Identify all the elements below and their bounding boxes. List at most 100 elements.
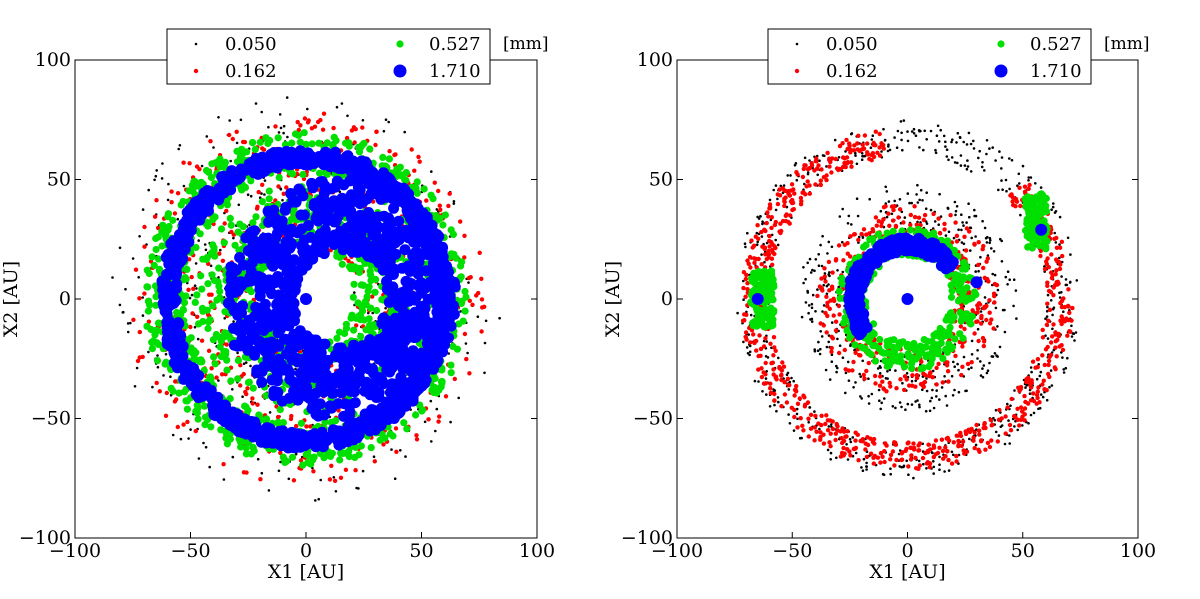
data-point bbox=[879, 366, 882, 369]
data-point bbox=[449, 420, 452, 424]
data-point bbox=[154, 319, 163, 327]
legend-label: 0.050 bbox=[225, 34, 277, 55]
data-point bbox=[977, 156, 980, 160]
data-point bbox=[373, 142, 378, 148]
scatter-points bbox=[736, 119, 1079, 480]
data-point bbox=[357, 143, 365, 151]
data-point bbox=[154, 255, 163, 263]
data-point bbox=[436, 419, 441, 424]
data-point bbox=[216, 287, 224, 295]
legend-marker bbox=[396, 40, 404, 48]
data-point bbox=[277, 364, 289, 376]
data-point bbox=[447, 191, 452, 196]
data-point bbox=[289, 413, 294, 419]
data-point bbox=[238, 145, 246, 153]
data-point bbox=[327, 477, 333, 482]
data-point bbox=[467, 281, 470, 284]
data-point bbox=[317, 497, 321, 501]
data-point bbox=[282, 124, 286, 128]
data-point bbox=[260, 192, 263, 195]
data-point bbox=[121, 311, 125, 314]
data-point bbox=[427, 250, 439, 262]
data-point bbox=[167, 296, 179, 308]
data-point bbox=[433, 385, 441, 393]
data-point bbox=[306, 118, 311, 123]
data-point bbox=[183, 265, 191, 273]
data-point bbox=[163, 359, 171, 367]
data-point bbox=[342, 324, 351, 332]
data-point bbox=[986, 254, 990, 257]
y-tick-label: 100 bbox=[35, 49, 71, 71]
data-point bbox=[251, 145, 259, 154]
data-point bbox=[792, 379, 795, 383]
data-point bbox=[960, 228, 963, 232]
data-point bbox=[281, 456, 289, 464]
data-point bbox=[945, 155, 949, 158]
data-point bbox=[229, 229, 234, 235]
data-point bbox=[1012, 304, 1015, 308]
data-point bbox=[448, 277, 460, 289]
data-point bbox=[838, 215, 842, 218]
data-point bbox=[981, 375, 985, 379]
data-point bbox=[191, 177, 199, 185]
data-point bbox=[373, 306, 381, 315]
data-point bbox=[459, 317, 467, 325]
data-point bbox=[275, 430, 287, 442]
data-point bbox=[118, 303, 122, 307]
data-point bbox=[340, 102, 344, 105]
data-point bbox=[431, 374, 439, 382]
data-point bbox=[828, 274, 831, 278]
data-point bbox=[209, 241, 217, 249]
data-point bbox=[974, 235, 977, 238]
data-point bbox=[827, 425, 831, 428]
data-point bbox=[819, 330, 822, 333]
data-point bbox=[404, 279, 416, 291]
data-point bbox=[326, 152, 338, 164]
data-point bbox=[223, 366, 231, 374]
data-point bbox=[291, 130, 300, 138]
data-point bbox=[250, 301, 262, 313]
data-point bbox=[399, 449, 402, 452]
data-point bbox=[309, 428, 321, 440]
data-point bbox=[876, 367, 880, 370]
data-point bbox=[165, 222, 173, 231]
data-point bbox=[932, 460, 935, 463]
data-point bbox=[245, 386, 250, 391]
data-point bbox=[847, 379, 851, 383]
data-point bbox=[224, 208, 229, 214]
data-point bbox=[836, 269, 839, 272]
data-point bbox=[141, 208, 145, 211]
data-point bbox=[281, 191, 286, 196]
data-point bbox=[261, 311, 273, 323]
data-point bbox=[811, 293, 815, 297]
data-point bbox=[179, 197, 187, 206]
data-point bbox=[1016, 428, 1019, 432]
data-point bbox=[820, 264, 824, 268]
data-point bbox=[960, 213, 963, 216]
data-point bbox=[133, 267, 139, 272]
data-point bbox=[164, 352, 168, 356]
data-point bbox=[349, 293, 357, 301]
data-point bbox=[359, 301, 367, 310]
data-point bbox=[919, 188, 923, 192]
data-point bbox=[207, 375, 215, 383]
data-point bbox=[163, 413, 169, 418]
data-point bbox=[249, 384, 257, 392]
data-point bbox=[413, 280, 425, 292]
data-point bbox=[357, 442, 365, 450]
data-point bbox=[375, 186, 387, 198]
data-point bbox=[319, 478, 323, 482]
data-point bbox=[164, 213, 172, 221]
data-point bbox=[766, 356, 770, 359]
data-point bbox=[852, 386, 855, 389]
data-point bbox=[239, 118, 243, 122]
data-point bbox=[264, 139, 272, 148]
data-point bbox=[317, 152, 329, 164]
data-point bbox=[272, 271, 284, 282]
data-point bbox=[961, 221, 964, 224]
data-point bbox=[394, 449, 399, 454]
data-point bbox=[223, 440, 231, 448]
data-point bbox=[111, 276, 114, 279]
data-point bbox=[817, 340, 820, 344]
